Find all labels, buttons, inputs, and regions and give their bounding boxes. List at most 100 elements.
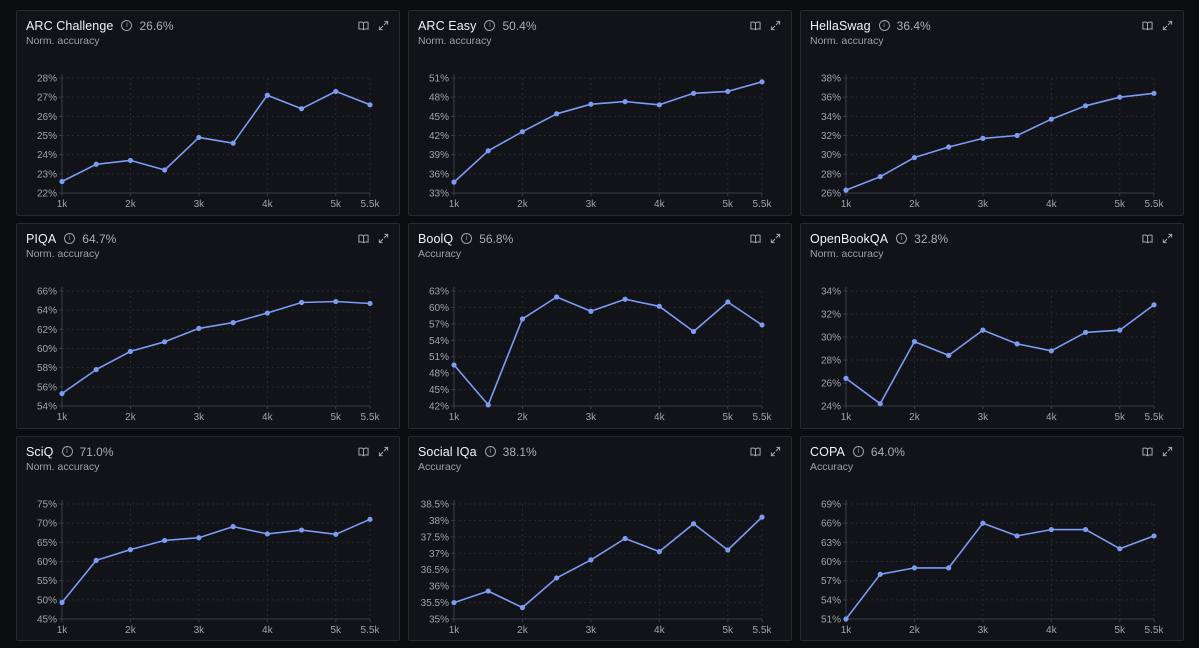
- data-point[interactable]: [333, 531, 339, 537]
- data-point[interactable]: [622, 296, 628, 302]
- data-point[interactable]: [367, 516, 373, 522]
- expand-icon[interactable]: [1162, 18, 1173, 31]
- data-point[interactable]: [196, 134, 202, 141]
- data-point[interactable]: [162, 537, 168, 544]
- data-point[interactable]: [485, 402, 491, 408]
- data-point[interactable]: [690, 521, 697, 527]
- data-point[interactable]: [196, 325, 202, 331]
- info-icon[interactable]: i: [121, 20, 133, 31]
- book-open-icon[interactable]: [358, 444, 369, 457]
- expand-icon[interactable]: [1162, 444, 1173, 457]
- data-point[interactable]: [725, 547, 731, 553]
- book-open-icon[interactable]: [1142, 231, 1153, 244]
- data-point[interactable]: [333, 88, 339, 95]
- info-icon[interactable]: i: [852, 446, 864, 457]
- data-point[interactable]: [230, 320, 236, 326]
- data-point[interactable]: [1151, 302, 1157, 308]
- data-point[interactable]: [1117, 546, 1123, 552]
- expand-icon[interactable]: [378, 231, 389, 244]
- book-open-icon[interactable]: [1142, 444, 1153, 457]
- data-point[interactable]: [877, 174, 883, 180]
- data-point[interactable]: [690, 328, 697, 335]
- data-point[interactable]: [980, 520, 986, 526]
- info-icon[interactable]: i: [878, 20, 890, 31]
- data-point[interactable]: [946, 144, 952, 150]
- data-point[interactable]: [554, 575, 560, 581]
- data-point[interactable]: [196, 535, 202, 541]
- data-point[interactable]: [656, 549, 662, 555]
- data-point[interactable]: [759, 322, 765, 328]
- data-point[interactable]: [554, 111, 560, 117]
- book-open-icon[interactable]: [358, 231, 369, 244]
- data-point[interactable]: [690, 90, 697, 96]
- data-point[interactable]: [843, 187, 849, 193]
- data-point[interactable]: [980, 135, 986, 141]
- data-point[interactable]: [264, 310, 270, 316]
- data-point[interactable]: [230, 140, 236, 146]
- data-point[interactable]: [93, 557, 99, 563]
- info-icon[interactable]: i: [461, 233, 473, 244]
- data-point[interactable]: [367, 300, 373, 307]
- expand-icon[interactable]: [378, 444, 389, 457]
- data-point[interactable]: [980, 327, 986, 333]
- expand-icon[interactable]: [378, 18, 389, 31]
- info-icon[interactable]: i: [61, 446, 73, 457]
- expand-icon[interactable]: [1162, 231, 1173, 244]
- info-icon[interactable]: i: [484, 20, 496, 31]
- data-point[interactable]: [519, 604, 526, 611]
- data-point[interactable]: [485, 588, 491, 594]
- data-point[interactable]: [1082, 329, 1089, 335]
- data-point[interactable]: [519, 316, 526, 322]
- data-point[interactable]: [298, 299, 305, 306]
- data-point[interactable]: [877, 401, 883, 407]
- data-point[interactable]: [59, 390, 65, 397]
- data-point[interactable]: [622, 535, 628, 542]
- data-point[interactable]: [230, 524, 236, 530]
- data-point[interactable]: [911, 154, 918, 161]
- book-open-icon[interactable]: [358, 18, 369, 31]
- data-point[interactable]: [264, 531, 270, 537]
- data-point[interactable]: [367, 102, 373, 108]
- expand-icon[interactable]: [770, 444, 781, 457]
- data-point[interactable]: [298, 106, 305, 112]
- data-point[interactable]: [1082, 103, 1089, 109]
- data-point[interactable]: [127, 157, 134, 164]
- data-point[interactable]: [1151, 533, 1157, 539]
- data-point[interactable]: [333, 298, 339, 305]
- data-point[interactable]: [1048, 526, 1054, 533]
- data-point[interactable]: [843, 375, 849, 381]
- info-icon[interactable]: i: [484, 446, 496, 457]
- data-point[interactable]: [93, 366, 99, 373]
- data-point[interactable]: [1014, 132, 1020, 139]
- data-point[interactable]: [1048, 348, 1054, 354]
- data-point[interactable]: [1014, 341, 1020, 347]
- data-point[interactable]: [725, 299, 731, 305]
- book-open-icon[interactable]: [1142, 18, 1153, 31]
- data-point[interactable]: [656, 303, 662, 309]
- data-point[interactable]: [127, 547, 134, 553]
- data-point[interactable]: [588, 308, 594, 314]
- data-point[interactable]: [59, 599, 65, 606]
- data-point[interactable]: [1117, 94, 1123, 100]
- data-point[interactable]: [554, 294, 560, 300]
- data-point[interactable]: [1048, 116, 1054, 122]
- data-point[interactable]: [451, 362, 457, 368]
- data-point[interactable]: [59, 178, 65, 185]
- data-point[interactable]: [725, 88, 731, 95]
- data-point[interactable]: [519, 129, 526, 135]
- data-point[interactable]: [485, 148, 491, 154]
- data-point[interactable]: [451, 179, 457, 185]
- data-point[interactable]: [588, 101, 594, 107]
- data-point[interactable]: [162, 167, 168, 173]
- data-point[interactable]: [1151, 90, 1157, 96]
- data-point[interactable]: [93, 161, 99, 167]
- data-point[interactable]: [946, 565, 952, 571]
- data-point[interactable]: [127, 348, 134, 354]
- info-icon[interactable]: i: [64, 233, 76, 244]
- data-point[interactable]: [1082, 526, 1089, 533]
- data-point[interactable]: [759, 79, 765, 85]
- book-open-icon[interactable]: [750, 444, 761, 457]
- data-point[interactable]: [911, 339, 918, 345]
- data-point[interactable]: [656, 102, 662, 108]
- expand-icon[interactable]: [770, 18, 781, 31]
